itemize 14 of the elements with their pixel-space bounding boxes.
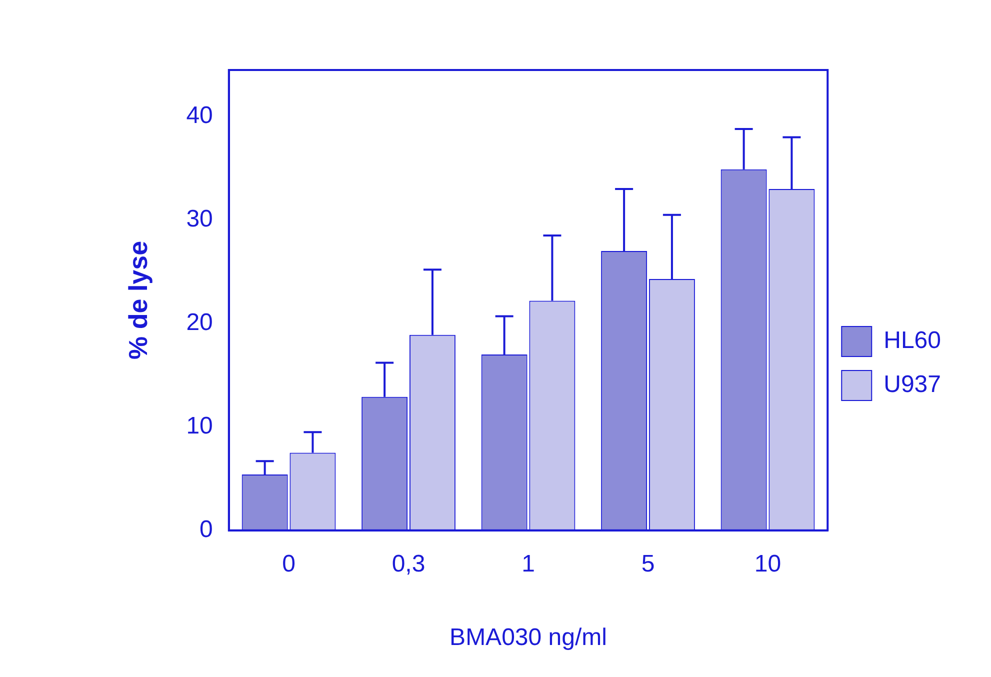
x-tick-label: 1 — [522, 550, 535, 578]
x-tick-label: 0,3 — [392, 550, 426, 578]
y-axis-title: % de lyse — [122, 240, 153, 360]
x-tick-label: 10 — [754, 550, 782, 578]
y-tick-label: 10 — [186, 412, 213, 440]
y-tick-label: 30 — [186, 206, 213, 233]
y-tick-label: 20 — [186, 309, 213, 336]
legend-label: U937 — [884, 371, 941, 398]
x-axis-title: BMA030 ng/ml — [450, 624, 607, 652]
x-tick-label: 0 — [282, 550, 296, 578]
x-tick-label: 5 — [641, 550, 655, 578]
y-tick-label: 0 — [200, 516, 213, 544]
legend-label: HL60 — [884, 327, 941, 354]
y-tick-label: 40 — [186, 102, 213, 130]
